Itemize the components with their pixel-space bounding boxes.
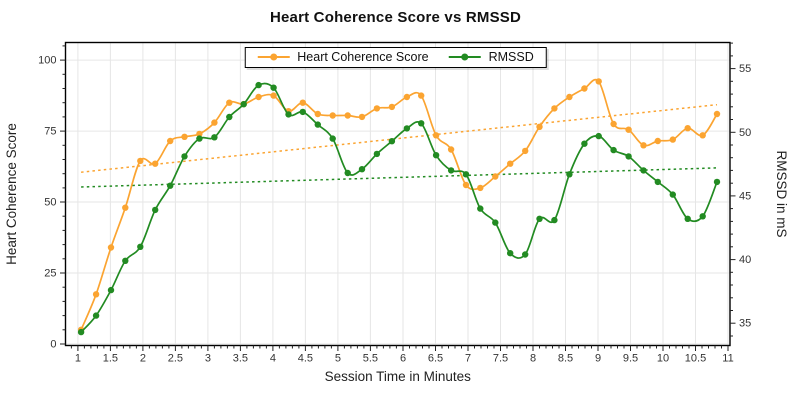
heart-coherence-score-markers [77,78,721,333]
svg-text:40: 40 [739,254,751,266]
svg-text:2: 2 [140,353,146,365]
svg-text:1: 1 [75,353,81,365]
legend-label: RMSSD [488,50,534,64]
svg-text:11: 11 [722,353,733,365]
svg-text:9: 9 [595,353,601,365]
y-right-axis-title: RMSSD in mS [774,150,789,237]
heart-coherence-score-line [80,78,718,331]
legend-item-heart-coherence-score[interactable]: Heart Coherence Score [257,50,429,64]
svg-text:4.5: 4.5 [298,353,313,365]
x-axis-ticks [70,345,729,351]
svg-text:7: 7 [465,353,471,365]
svg-text:5.5: 5.5 [363,353,378,365]
svg-text:55: 55 [739,63,751,75]
chart-title: Heart Coherence Score vs RMSSD [269,9,522,26]
svg-text:8: 8 [530,353,536,365]
svg-text:25: 25 [44,268,56,280]
svg-text:2.5: 2.5 [168,353,183,365]
y-left-tick-labels: 0 25 50 75 100 [38,55,56,351]
svg-text:9.5: 9.5 [623,353,638,365]
rmssd-line [80,82,718,333]
svg-text:50: 50 [739,127,751,139]
legend-label: Heart Coherence Score [297,50,429,64]
svg-text:3.5: 3.5 [233,353,248,365]
svg-text:6: 6 [400,353,406,365]
svg-text:10: 10 [657,353,669,365]
legend-item-rmssd[interactable]: RMSSD [448,50,534,64]
legend-line-icon [257,52,290,62]
y-left-axis-title: Heart Coherence Score [4,123,19,265]
svg-text:0: 0 [50,339,56,351]
svg-text:1.5: 1.5 [103,353,118,365]
svg-text:35: 35 [739,318,751,330]
plot-border [64,41,731,347]
y-right-ticks [730,42,736,337]
svg-text:4: 4 [270,353,276,365]
svg-text:10.5: 10.5 [685,353,706,365]
svg-text:5: 5 [335,353,341,365]
svg-text:3: 3 [205,353,211,365]
svg-text:6.5: 6.5 [428,353,443,365]
svg-text:45: 45 [739,190,751,202]
y-left-ticks [60,45,66,345]
heart-coherence-score-trendline [81,103,718,173]
svg-text:50: 50 [44,197,56,209]
rmssd-trendline [81,167,718,188]
svg-text:7.5: 7.5 [493,353,508,365]
rmssd-markers [77,81,721,336]
legend-line-icon [448,52,481,62]
x-axis-title: Session Time in Minutes [325,369,472,384]
svg-text:75: 75 [44,126,56,138]
svg-text:8.5: 8.5 [558,353,573,365]
x-tick-labels: 1 1.5 2 2.5 3 3.5 4 4.5 5 5.5 6 6.5 7 7.5 8 8.5 9 9.5 10 10… [75,353,734,365]
x-gridlines [77,42,729,346]
legend: Heart Coherence Score RMSSD [244,47,547,68]
svg-text:100: 100 [38,55,56,67]
y-right-tick-labels: 35 40 45 50 55 [739,63,751,330]
